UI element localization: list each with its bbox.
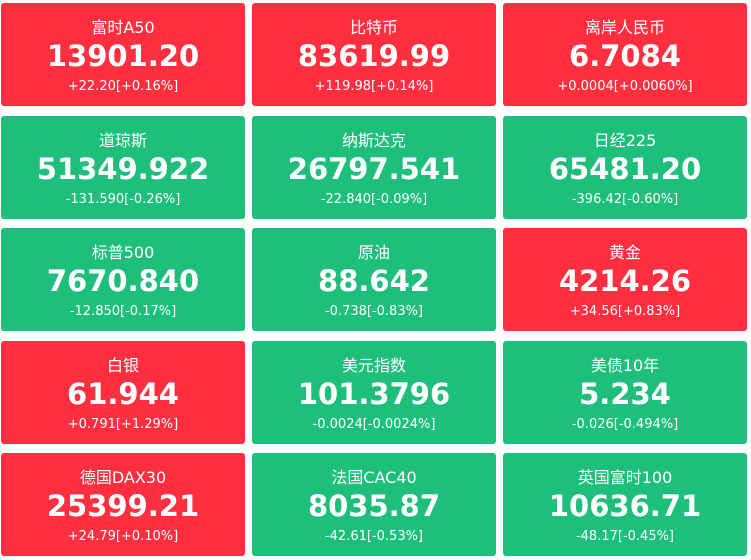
tile-price: 8035.87 [307, 489, 441, 523]
tile-change: +34.56[+0.83%] [569, 304, 681, 319]
tile-name: 原油 [357, 243, 390, 262]
tile-change: +0.791[+1.29%] [67, 416, 179, 432]
tile-change: -42.61[-0.53%] [324, 529, 424, 544]
tile-change: +22.20[+0.16%] [67, 79, 179, 94]
tile-change: +119.98[+0.14%] [314, 79, 434, 94]
market-tile[interactable]: 原油 88.642 -0.738[-0.83%] [252, 228, 496, 331]
market-tile[interactable]: 纳斯达克 26797.541 -22.840[-0.09%] [252, 115, 496, 219]
tile-name: 美债10年 [590, 355, 660, 375]
market-tile[interactable]: 道琼斯 51349.922 -131.590[-0.26%] [1, 115, 245, 219]
tile-price: 7670.840 [46, 264, 200, 298]
tile-name: 英国富时100 [577, 468, 673, 487]
tile-name: 德国DAX30 [79, 468, 167, 487]
tile-price: 5.234 [579, 376, 671, 411]
tile-change: -22.840[-0.09%] [320, 191, 428, 207]
tile-change: -48.17[-0.45%] [575, 529, 675, 544]
tile-change: -396.42[-0.60%] [571, 191, 679, 207]
tile-change: -0.026[-0.494%] [571, 416, 679, 432]
tile-price: 6.7084 [569, 39, 681, 73]
market-tile[interactable]: 美元指数 101.3796 -0.0024[-0.0024%] [252, 340, 496, 444]
tile-price: 26797.541 [287, 151, 461, 186]
market-tile[interactable]: 标普500 7670.840 -12.850[-0.17%] [1, 228, 245, 331]
tile-price: 4214.26 [558, 264, 692, 298]
tile-price: 13901.20 [46, 39, 200, 73]
market-tile[interactable]: 黄金 4214.26 +34.56[+0.83%] [503, 228, 747, 331]
tile-name: 富时A50 [91, 18, 155, 37]
tile-name: 标普500 [91, 243, 155, 262]
market-tile[interactable]: 德国DAX30 25399.21 +24.79[+0.10%] [1, 453, 245, 556]
tile-price: 25399.21 [46, 489, 200, 523]
tile-name: 白银 [106, 355, 139, 375]
tile-change: -131.590[-0.26%] [65, 191, 181, 207]
market-tile[interactable]: 离岸人民币 6.7084 +0.0004[+0.0060%] [503, 3, 747, 106]
tile-change: +24.79[+0.10%] [67, 529, 179, 544]
tile-price: 88.642 [318, 264, 430, 298]
tile-price: 65481.20 [548, 151, 702, 186]
market-tile[interactable]: 白银 61.944 +0.791[+1.29%] [1, 340, 245, 444]
tile-change: -0.0024[-0.0024%] [312, 416, 436, 432]
tile-name: 离岸人民币 [584, 18, 665, 37]
tile-name: 道琼斯 [98, 130, 147, 150]
market-tile[interactable]: 富时A50 13901.20 +22.20[+0.16%] [1, 3, 245, 106]
tile-name: 纳斯达克 [341, 130, 406, 150]
market-tile[interactable]: 日经225 65481.20 -396.42[-0.60%] [503, 115, 747, 219]
tile-name: 美元指数 [341, 355, 406, 375]
tile-change: -12.850[-0.17%] [69, 304, 177, 319]
tile-change: +0.0004[+0.0060%] [557, 79, 693, 94]
market-tile[interactable]: 法国CAC40 8035.87 -42.61[-0.53%] [252, 453, 496, 556]
tile-name: 黄金 [608, 243, 641, 262]
market-tile[interactable]: 比特币 83619.99 +119.98[+0.14%] [252, 3, 496, 106]
tile-price: 10636.71 [548, 489, 702, 523]
tile-price: 101.3796 [297, 376, 451, 411]
tile-name: 日经225 [593, 130, 657, 150]
market-tile[interactable]: 英国富时100 10636.71 -48.17[-0.45%] [503, 453, 747, 556]
tile-change: -0.738[-0.83%] [324, 304, 424, 319]
tile-name: 比特币 [349, 18, 398, 37]
tile-name: 法国CAC40 [331, 468, 417, 487]
tile-price: 61.944 [67, 376, 179, 411]
tile-price: 51349.922 [36, 151, 210, 186]
tile-price: 83619.99 [297, 39, 451, 73]
market-tile[interactable]: 美债10年 5.234 -0.026[-0.494%] [503, 340, 747, 444]
